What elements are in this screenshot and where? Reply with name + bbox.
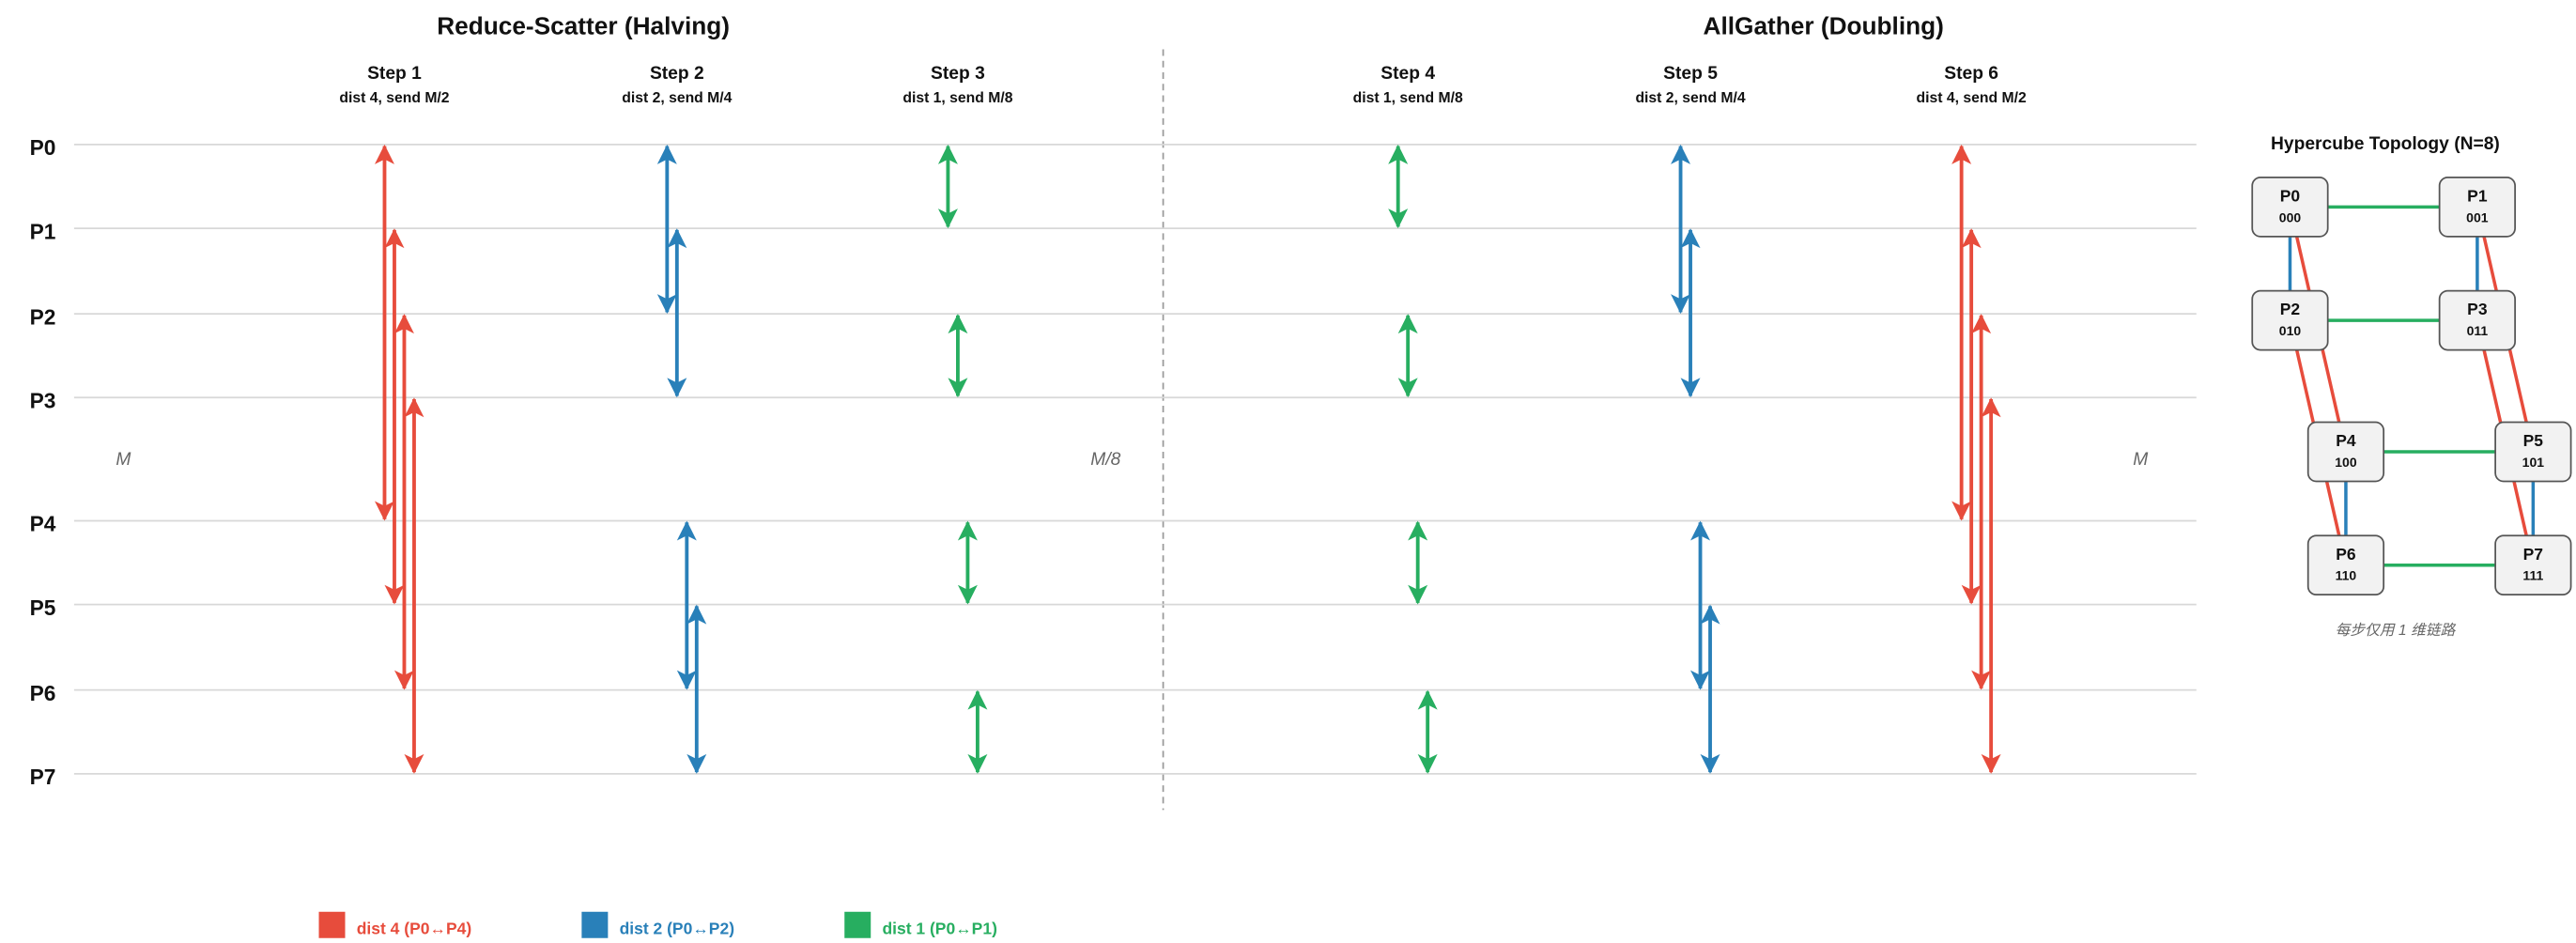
node-bits: 100 (2335, 455, 2357, 470)
node-label: P7 (2523, 545, 2543, 564)
step-detail: dist 2, send M/4 (622, 90, 732, 106)
size-label: M/8 (1090, 450, 1120, 470)
step-title: Step 4 (1381, 64, 1435, 84)
section-title: Reduce-Scatter (Halving) (437, 12, 730, 40)
size-label: M (2133, 450, 2149, 470)
topology-node (2251, 289, 2329, 351)
node-label: P6 (2336, 545, 2356, 564)
node-bits: 001 (2466, 209, 2489, 224)
topology-node (2438, 289, 2516, 351)
process-label: P4 (30, 512, 56, 536)
topology-node (2494, 534, 2572, 596)
topology-node (2438, 177, 2516, 238)
process-label: P2 (30, 304, 56, 329)
process-label: P1 (30, 219, 56, 243)
node-label: P1 (2467, 187, 2488, 206)
process-label: P3 (30, 389, 56, 413)
topology-note: 每步仅用 1 维链路 (2336, 622, 2457, 639)
legend-swatch (318, 911, 346, 938)
process-label: P7 (30, 765, 56, 789)
topology-node (2306, 534, 2385, 596)
node-label: P2 (2280, 300, 2301, 318)
topology-node (2251, 177, 2329, 238)
step-detail: dist 2, send M/4 (1635, 90, 1745, 106)
node-label: P0 (2280, 187, 2300, 206)
legend-swatch (844, 911, 872, 938)
legend-label: dist 4 (P0↔P4) (357, 920, 471, 938)
step-detail: dist 1, send M/8 (1353, 90, 1463, 106)
step-detail: dist 1, send M/8 (902, 90, 1012, 106)
process-label: P0 (30, 135, 56, 160)
node-label: P5 (2523, 431, 2544, 450)
node-label: P3 (2467, 300, 2488, 318)
step-title: Step 6 (1944, 64, 1998, 84)
topology-title: Hypercube Topology (N=8) (2271, 134, 2500, 154)
section-title: AllGather (Doubling) (1704, 12, 1944, 40)
node-bits: 110 (2336, 568, 2357, 583)
process-label: P5 (30, 595, 56, 620)
step-title: Step 1 (367, 64, 422, 84)
node-bits: 111 (2522, 568, 2543, 583)
process-label: P6 (30, 681, 56, 705)
node-bits: 010 (2279, 323, 2302, 338)
step-title: Step 3 (931, 64, 985, 84)
step-detail: dist 4, send M/2 (339, 90, 449, 106)
step-title: Step 2 (650, 64, 704, 84)
node-label: P4 (2336, 431, 2356, 450)
node-bits: 101 (2522, 455, 2545, 470)
node-bits: 000 (2279, 209, 2302, 224)
legend-swatch (581, 911, 609, 938)
topology-node (2494, 421, 2572, 483)
size-label: M (116, 450, 131, 470)
step-detail: dist 4, send M/2 (1917, 90, 2027, 106)
legend-label: dist 2 (P0↔P2) (620, 920, 734, 938)
legend-label: dist 1 (P0↔P1) (882, 920, 996, 938)
node-bits: 011 (2467, 323, 2489, 338)
topology-node (2306, 421, 2385, 483)
step-title: Step 5 (1663, 64, 1718, 84)
